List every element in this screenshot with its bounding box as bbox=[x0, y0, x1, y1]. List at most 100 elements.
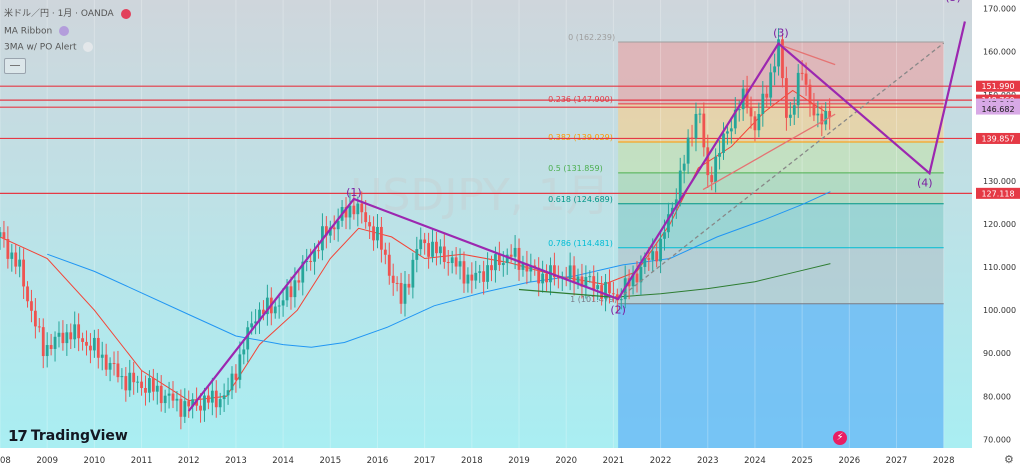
candle-body bbox=[328, 227, 332, 236]
time-axis-labels: 2008 2009 2010 2011 2012 2013 2014 2015 2016 2017… bbox=[0, 456, 955, 466]
candle-body bbox=[348, 205, 352, 218]
candle-body bbox=[470, 274, 474, 281]
candle-body bbox=[580, 276, 584, 287]
candle-body bbox=[729, 128, 733, 132]
fib-zone-0.5 bbox=[618, 172, 944, 204]
candle-body bbox=[442, 246, 446, 262]
settings-icon[interactable] bbox=[59, 26, 70, 36]
symbol-title-text: 米ドル／円 · 1月 · OANDA bbox=[4, 9, 114, 19]
fib-zone-0 bbox=[618, 42, 944, 104]
y-tick-label: 100.000 bbox=[983, 306, 1016, 315]
candle-body bbox=[380, 226, 383, 250]
candle-body bbox=[313, 250, 316, 262]
collapse-indicators-button[interactable] bbox=[4, 58, 26, 74]
candle-body bbox=[592, 276, 596, 289]
candle-body bbox=[466, 274, 470, 284]
candle-body bbox=[667, 214, 670, 233]
symbol-watermark: USDJPY, 1月 bbox=[350, 170, 609, 221]
candle-body bbox=[804, 73, 808, 85]
tradingview-brand-text: TradingView bbox=[30, 428, 128, 444]
x-tick-label: 2027 bbox=[886, 456, 908, 466]
fib-zone-1 bbox=[618, 303, 944, 448]
x-tick-label: 2028 bbox=[933, 456, 955, 466]
candle-body bbox=[265, 297, 269, 315]
candle-body bbox=[112, 363, 116, 365]
candle-body bbox=[537, 267, 541, 284]
tradingview-mark-icon: 17 bbox=[8, 427, 28, 445]
candle-body bbox=[454, 257, 458, 267]
wave-label-5: (5) bbox=[945, 0, 961, 4]
x-tick-label: 2018 bbox=[461, 456, 483, 466]
candle-body bbox=[187, 401, 191, 407]
candle-body bbox=[513, 247, 517, 257]
candle-body bbox=[423, 239, 427, 244]
candle-body bbox=[773, 66, 777, 73]
candle-body bbox=[132, 372, 136, 383]
x-tick-label: 2015 bbox=[319, 456, 341, 466]
candle-body bbox=[136, 381, 140, 383]
symbol-badge-icon[interactable] bbox=[120, 8, 131, 19]
candle-body bbox=[179, 398, 183, 417]
x-tick-label: 2022 bbox=[650, 456, 672, 466]
candle-body bbox=[690, 137, 694, 139]
candle-body bbox=[6, 238, 10, 259]
gear-icon[interactable]: ⚙ bbox=[1004, 453, 1014, 466]
candle-body bbox=[572, 265, 576, 284]
candle-body bbox=[324, 226, 328, 236]
candle-body bbox=[478, 271, 482, 273]
candle-body bbox=[737, 109, 741, 111]
candle-body bbox=[140, 381, 143, 389]
candle-body bbox=[718, 152, 721, 157]
flash-icon[interactable]: ⚡ bbox=[833, 431, 847, 445]
candle-body bbox=[49, 345, 53, 349]
candle-body bbox=[151, 378, 155, 392]
candle-body bbox=[387, 254, 391, 276]
candle-body bbox=[403, 283, 407, 304]
candle-body bbox=[273, 306, 277, 314]
x-tick-label: 2026 bbox=[839, 456, 861, 466]
candle-body bbox=[214, 390, 218, 408]
candle-body bbox=[446, 261, 450, 264]
candle-body bbox=[651, 251, 655, 260]
x-tick-label: 2011 bbox=[131, 456, 153, 466]
x-tick-label: 2023 bbox=[697, 456, 719, 466]
candle-body bbox=[285, 286, 289, 301]
candle-body bbox=[785, 78, 788, 118]
candle-body bbox=[199, 405, 202, 411]
candle-body bbox=[415, 249, 419, 260]
candle-body bbox=[505, 254, 509, 264]
indicator-3ma[interactable]: 3MA w/ PO Alert bbox=[4, 42, 94, 53]
candle-body bbox=[104, 354, 108, 370]
candle-body bbox=[588, 276, 592, 278]
candle-body bbox=[812, 104, 816, 116]
candle-body bbox=[800, 72, 804, 74]
wave-label-4: (4) bbox=[917, 177, 933, 190]
candle-body bbox=[490, 265, 493, 271]
trend-lines-group bbox=[518, 42, 945, 300]
candle-body bbox=[635, 273, 639, 283]
candle-body bbox=[61, 332, 65, 344]
time-axis-background bbox=[0, 448, 1024, 471]
candle-body bbox=[155, 385, 159, 392]
candle-body bbox=[108, 363, 112, 370]
indicator-ma-ribbon[interactable]: MA Ribbon bbox=[4, 26, 70, 37]
candle-body bbox=[206, 395, 210, 403]
candle-body bbox=[438, 246, 442, 254]
tradingview-logo[interactable]: 17 TradingView bbox=[8, 427, 128, 445]
trend-line-1 bbox=[702, 113, 836, 191]
candle-body bbox=[159, 385, 163, 404]
candle-body bbox=[368, 222, 372, 227]
symbol-title[interactable]: 米ドル／円 · 1月 · OANDA bbox=[4, 6, 131, 19]
eye-icon[interactable] bbox=[83, 42, 94, 52]
candle-body bbox=[431, 241, 434, 257]
candle-body bbox=[757, 113, 761, 131]
candle-body bbox=[100, 354, 104, 358]
candle-body bbox=[576, 276, 580, 284]
candle-body bbox=[246, 327, 250, 350]
x-tick-label: 2014 bbox=[272, 456, 294, 466]
x-tick-label: 2012 bbox=[178, 456, 200, 466]
candle-body bbox=[14, 252, 18, 267]
candle-body bbox=[96, 337, 100, 358]
